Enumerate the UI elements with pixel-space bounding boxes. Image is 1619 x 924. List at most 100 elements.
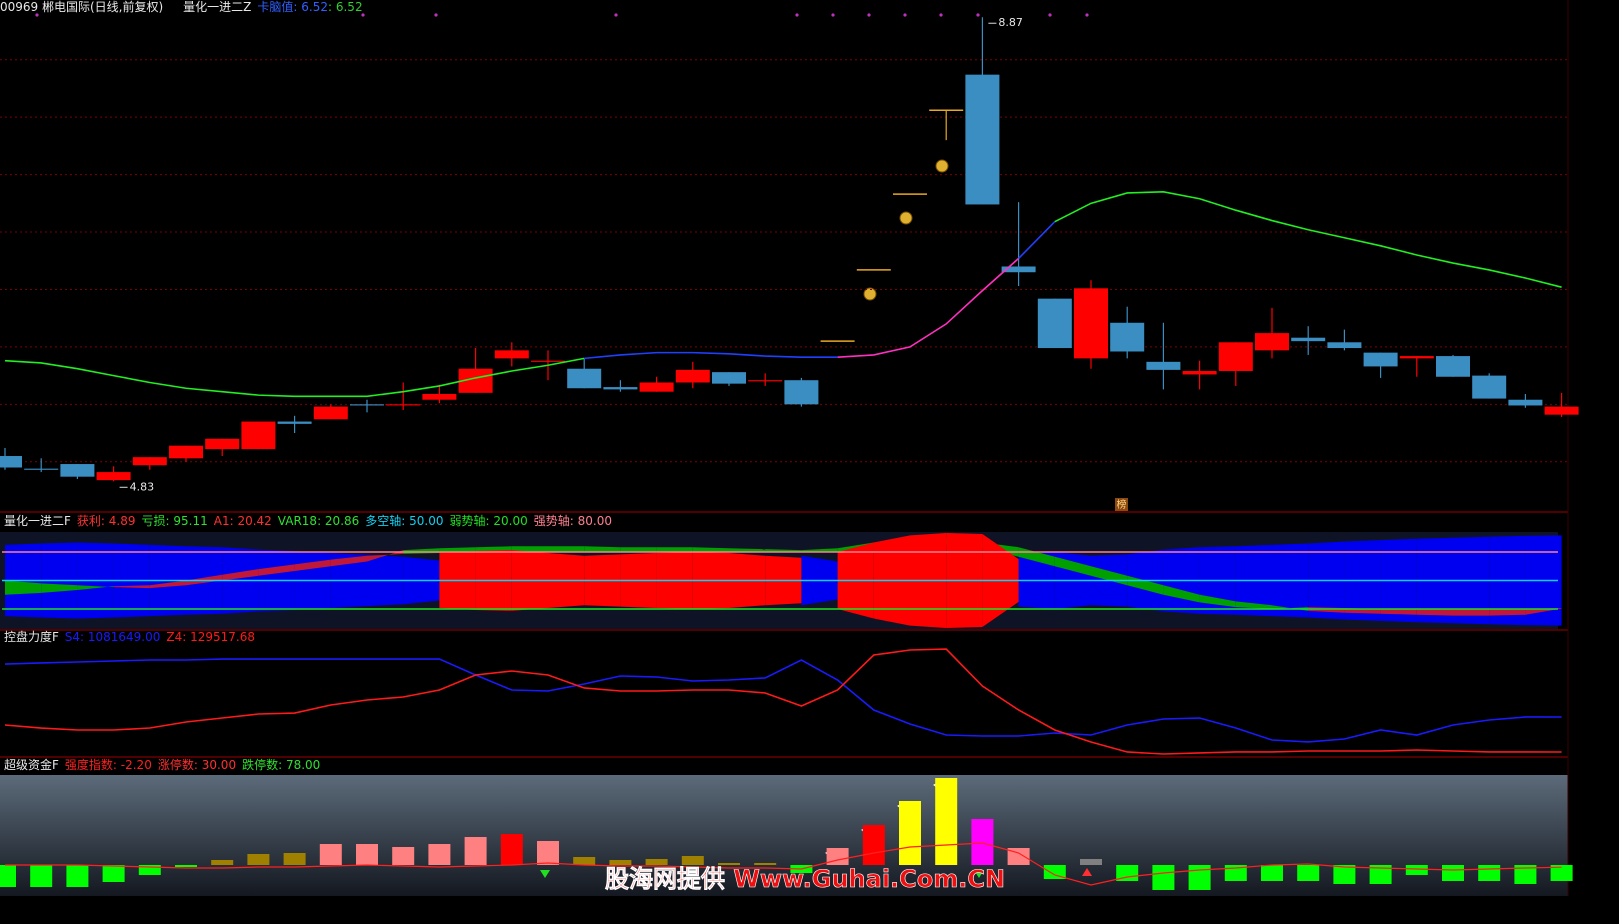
separator: : [113,758,121,772]
separator: : [166,514,174,528]
candle-body [313,406,348,420]
candle-body [205,438,240,450]
title: 超级资金F [4,757,59,772]
separator: : [486,514,494,528]
bar [1261,865,1283,881]
moving-average [4,357,585,398]
separator: : [194,758,202,772]
legend-name: 弱势轴 [450,513,486,528]
badge: 榜 [1117,498,1127,511]
band-area [692,547,729,552]
separator: : [101,514,109,528]
candle-body [531,360,565,362]
candle-body [1037,298,1072,349]
badge-box [1115,498,1128,511]
legend-name: Z4 [166,630,182,644]
separator: : [293,0,301,14]
candle-body [1291,337,1326,342]
bar [1043,865,1066,879]
bar [1333,865,1356,884]
band-area [1525,608,1562,615]
indicator: 量化一进二Z [183,0,251,14]
bar [899,801,921,865]
separator: : [230,514,238,528]
band-area [149,580,186,589]
line-series [4,658,1562,743]
candle-body [603,387,638,390]
candle-body [96,472,131,481]
bar [1514,865,1537,884]
bar [609,860,632,865]
bar [464,837,487,865]
panel-header: 00969 郴电国际(日线,前复权) 量化一进二Z 卡脑值: 6.52: 6.52 [0,0,363,14]
legend-name: A1 [214,514,230,528]
candle-body [1436,356,1470,377]
moving-average [1018,221,1056,260]
bar [1550,865,1573,881]
legend-value: 6.52 [301,0,328,14]
bar [718,863,740,865]
band-area [294,559,331,571]
bar [1405,865,1428,875]
legend-value: 20.42 [237,514,271,528]
separator: : [317,514,325,528]
legend-value: 20.00 [493,514,527,528]
band-area [1272,605,1309,611]
bar [1007,848,1030,865]
legend-name: 跌停数 [242,757,278,772]
title: 量化一进二F [4,514,71,528]
band-area [41,583,78,593]
bar [645,859,668,865]
band-area [1453,609,1490,616]
candle-body [1327,342,1362,349]
candle-body [965,74,1000,205]
band-area [656,547,693,552]
candle-body [386,404,421,406]
legend-name: 多空轴 [365,513,401,528]
legend-value: -2.20 [121,758,152,772]
bar [1152,865,1175,890]
money-bag-icons [863,159,949,301]
legend-value: 4.89 [109,514,136,528]
band-area [801,548,838,552]
band-area [367,550,404,562]
band-area [548,546,585,552]
moving-average [1054,191,1562,288]
bar [681,856,704,865]
candle-body [1110,322,1145,352]
candle-body [1074,288,1108,359]
legend-name: 卡脑值 [257,0,293,14]
separator: : [328,0,336,14]
band-area [511,546,548,552]
panel-header: 超级资金F 强度指数: -2.20 涨停数: 30.00 跌停数: 78.00 [4,757,320,772]
separator: : [401,514,409,528]
band-area [1054,556,1091,576]
bar [392,847,415,865]
bar [356,844,378,865]
panel-header: 控盘力度F S4: 1081649.00 Z4: 129517.68 [4,629,255,644]
watermark: 股海网提供 Www.Guhai.Com.CN [605,865,1005,893]
candle-body [1001,266,1036,273]
bar [319,844,342,865]
candle-body [0,456,22,468]
bar [1080,859,1102,865]
bar [102,865,125,882]
candle-body [1472,375,1507,399]
bar [428,844,451,865]
band-area [1235,601,1272,609]
candle-body [1255,333,1289,351]
candle-body [350,404,384,406]
candle-body [169,445,203,459]
legend-value: 80.00 [578,514,612,528]
candle-body [639,382,674,392]
band-area [77,585,114,590]
bar [1188,865,1211,890]
bar [537,841,559,865]
band-area [1199,594,1236,608]
bar [175,865,197,867]
bar [1224,865,1247,881]
legend-name: S4 [65,630,80,644]
signal-dots [35,13,1089,17]
